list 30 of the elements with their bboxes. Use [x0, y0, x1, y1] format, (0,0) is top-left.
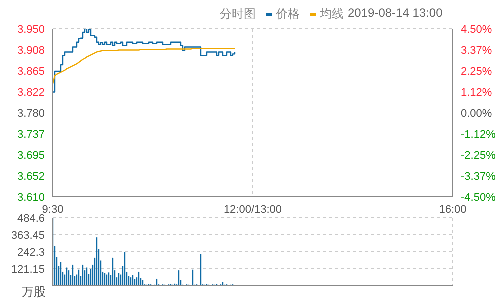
legend-label: 价格 — [275, 6, 300, 23]
x-tick-label: 9:30 — [42, 204, 64, 216]
y-tick-label: 3.695 — [17, 150, 45, 162]
chart-subtitle: 2019-08-14 13:00 — [348, 6, 443, 22]
y-tick-label: 242.3 — [17, 247, 45, 259]
y-tick-label: 3.865 — [17, 66, 45, 78]
y2-tick-label: 0.00% — [461, 108, 492, 120]
y-tick-label: 3.822 — [17, 87, 45, 100]
chart-title: 分时图 — [220, 6, 256, 23]
y-tick-label: 3.610 — [17, 192, 45, 204]
x-tick-label: 12:00/13:00 — [224, 204, 282, 216]
y-tick-label: 3.780 — [17, 108, 45, 120]
y2-tick-label: 3.37% — [461, 45, 492, 58]
y2-tick-label: -2.25% — [461, 150, 496, 162]
legend-label: 均线 — [319, 6, 344, 23]
y-tick-label: 3.908 — [17, 44, 45, 57]
y2-tick-label: -1.12% — [461, 128, 496, 141]
y-axis-title: 万股 — [22, 284, 46, 301]
y-tick-label: 3.737 — [17, 129, 45, 142]
y-tick-label: 121.15 — [11, 264, 45, 276]
y2-tick-label: -4.50% — [461, 192, 496, 204]
y-tick-label: 363.45 — [11, 230, 45, 242]
y2-tick-label: 1.12% — [461, 87, 492, 100]
y2-tick-label: 2.25% — [461, 66, 492, 78]
y-tick-label: 3.652 — [17, 171, 45, 184]
y-tick-label: 484.6 — [17, 213, 45, 225]
y2-tick-label: -3.37% — [461, 170, 496, 183]
x-tick-label: 16:00 — [439, 204, 467, 216]
y-tick-label: 3.950 — [17, 24, 45, 36]
y2-tick-label: 4.50% — [461, 24, 492, 36]
